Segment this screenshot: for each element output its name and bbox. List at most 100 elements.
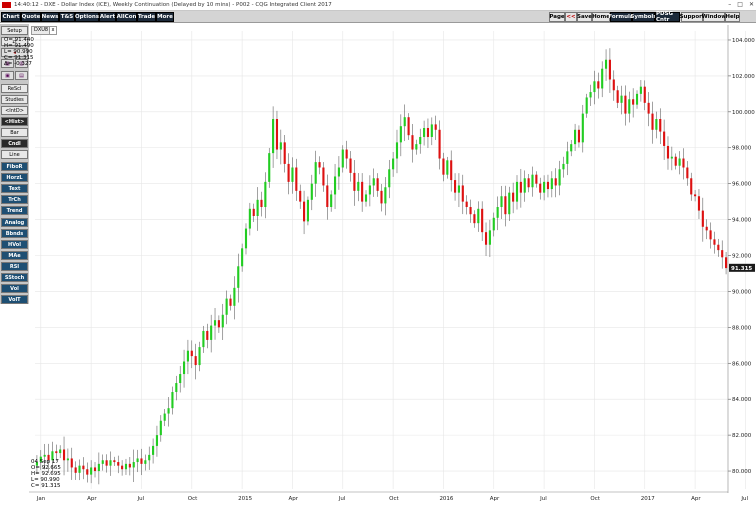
toolbar-quote-button[interactable]: Quote xyxy=(21,12,41,22)
candle-body xyxy=(291,167,294,182)
study-bbnds-button[interactable]: Bbnds xyxy=(1,229,28,238)
ohlc-info-panel: 04 Sep 17 O= 92.665 H= 92.695 L= 90.990 … xyxy=(31,459,61,489)
candle-chart-button[interactable]: Cndl xyxy=(1,139,28,148)
candle-body xyxy=(93,467,97,472)
candle-body xyxy=(132,462,135,468)
candle-body xyxy=(624,95,627,114)
candle-body xyxy=(477,208,480,224)
toolbar-formula-button[interactable]: Formula xyxy=(608,12,634,22)
candle-body xyxy=(275,119,279,150)
study-mae-button[interactable]: MAe xyxy=(1,251,28,260)
candle-body xyxy=(643,86,646,103)
study-rsi-button[interactable]: RSI xyxy=(1,262,28,271)
candle-body xyxy=(241,248,244,267)
candle-body xyxy=(523,178,526,193)
info-close: C= 91.315 xyxy=(31,483,61,489)
candle-body xyxy=(206,330,209,340)
toolbar-page-button[interactable]: Page xyxy=(549,12,565,22)
candle-body xyxy=(186,350,189,362)
candle-body xyxy=(426,127,430,137)
study-text-button[interactable]: Text xyxy=(1,184,28,193)
intraday-button[interactable]: <IntD> xyxy=(1,106,28,115)
toolbar-help-button[interactable]: Help xyxy=(725,12,740,22)
chart-area[interactable]: 80.000 82.000 84.000 86.000 88.000 90.000 92.0… xyxy=(29,23,756,504)
candle-body xyxy=(182,361,186,375)
candle-body xyxy=(349,158,352,173)
toolbar-allcon-button[interactable]: AllCon xyxy=(116,12,137,22)
maximize-icon[interactable]: □ xyxy=(737,1,743,8)
studies-button[interactable]: Studies xyxy=(1,95,28,104)
candle-body xyxy=(434,124,437,130)
candle-body xyxy=(35,462,39,466)
bar-chart-button[interactable]: Bar xyxy=(1,128,28,137)
setup-button[interactable]: Setup xyxy=(1,26,28,35)
layout-box-icon[interactable]: ▣ xyxy=(1,71,14,80)
candle-body xyxy=(717,244,720,251)
candle-body xyxy=(724,257,728,269)
candle-body xyxy=(221,314,224,328)
candle-body xyxy=(330,194,333,208)
candle-body xyxy=(604,59,608,69)
toolbar-window-button[interactable]: Window xyxy=(701,12,727,22)
candle-body xyxy=(59,449,62,454)
candle-body xyxy=(469,207,472,215)
toolbar-home-button[interactable]: Home xyxy=(592,12,610,22)
candle-body xyxy=(159,420,162,436)
candle-body xyxy=(82,465,85,470)
candle-body xyxy=(136,458,139,463)
candle-body xyxy=(333,176,337,195)
study-trend-button[interactable]: Trend xyxy=(1,206,28,215)
toolbar-ts-button[interactable]: T&S xyxy=(59,12,75,22)
candle-body xyxy=(686,167,689,179)
study-analog-button[interactable]: Analog xyxy=(1,218,28,227)
study-horzl-button[interactable]: HorzL xyxy=(1,173,28,182)
study-trch-button[interactable]: TrCh xyxy=(1,195,28,204)
toolbar-alert-button[interactable]: Alert xyxy=(99,12,116,22)
candle-body xyxy=(527,178,530,188)
toolbar-news-button[interactable]: News xyxy=(41,12,59,22)
candle-body xyxy=(550,178,553,190)
toolbar-more-button[interactable]: More xyxy=(156,12,174,22)
symbol-close-icon[interactable]: x xyxy=(49,26,57,35)
layout-columns-icon[interactable]: ▥ xyxy=(15,59,28,68)
cursor-arrow-icon[interactable]: ◂ xyxy=(1,48,28,57)
layout-grid-icon[interactable]: ▦ xyxy=(1,59,14,68)
candle-body xyxy=(163,413,166,421)
toolbar-pdsg-button[interactable]: PDSG Cntr xyxy=(655,11,680,23)
study-hvol-button[interactable]: HVol xyxy=(1,240,28,249)
candle-body xyxy=(635,93,639,105)
toolbar-trade-button[interactable]: Trade xyxy=(137,12,156,22)
close-icon[interactable]: ✕ xyxy=(748,1,754,8)
line-chart-button[interactable]: Line xyxy=(1,150,28,159)
candle-body xyxy=(361,181,364,202)
historical-button[interactable]: <Hist> xyxy=(1,117,28,126)
layout-rows-icon[interactable]: ▤ xyxy=(15,71,28,80)
info-low: L= 90.990 xyxy=(31,477,60,483)
toolbar-chart-button[interactable]: Chart xyxy=(1,12,21,22)
candle-body xyxy=(117,462,120,466)
toolbar-options-button[interactable]: Options xyxy=(74,12,100,22)
sync-button[interactable]: ⇄ xyxy=(1,37,28,46)
info-open: O= 92.665 xyxy=(31,465,61,471)
readout-low: L= 90.990 xyxy=(4,49,33,55)
y-tick-label: 80.000 xyxy=(732,469,752,475)
toolbar-back-button[interactable]: << xyxy=(565,12,577,22)
candle-body xyxy=(457,185,460,193)
study-volt-button[interactable]: VolT xyxy=(1,295,28,304)
rescale-button[interactable]: ReScl xyxy=(1,84,28,93)
toolbar-symbols-button[interactable]: Symbols xyxy=(630,12,657,22)
candle-body xyxy=(566,151,569,164)
candle-body xyxy=(190,350,193,357)
candle-body xyxy=(430,124,433,137)
minimize-icon[interactable]: – xyxy=(728,1,732,8)
toolbar-save-button[interactable]: Save xyxy=(577,12,592,22)
candle-body xyxy=(144,460,147,464)
candle-body xyxy=(303,201,306,222)
toolbar-support-button[interactable]: Support xyxy=(679,12,705,22)
study-sstoch-button[interactable]: SStoch xyxy=(1,273,28,282)
candle-body xyxy=(105,460,108,466)
candle-body xyxy=(256,199,259,216)
candlestick-chart[interactable]: 80.000 82.000 84.000 86.000 88.000 90.000 92.0… xyxy=(29,23,756,504)
study-fibor-button[interactable]: FiboR xyxy=(1,162,28,171)
study-vol-button[interactable]: Vol xyxy=(1,284,28,293)
